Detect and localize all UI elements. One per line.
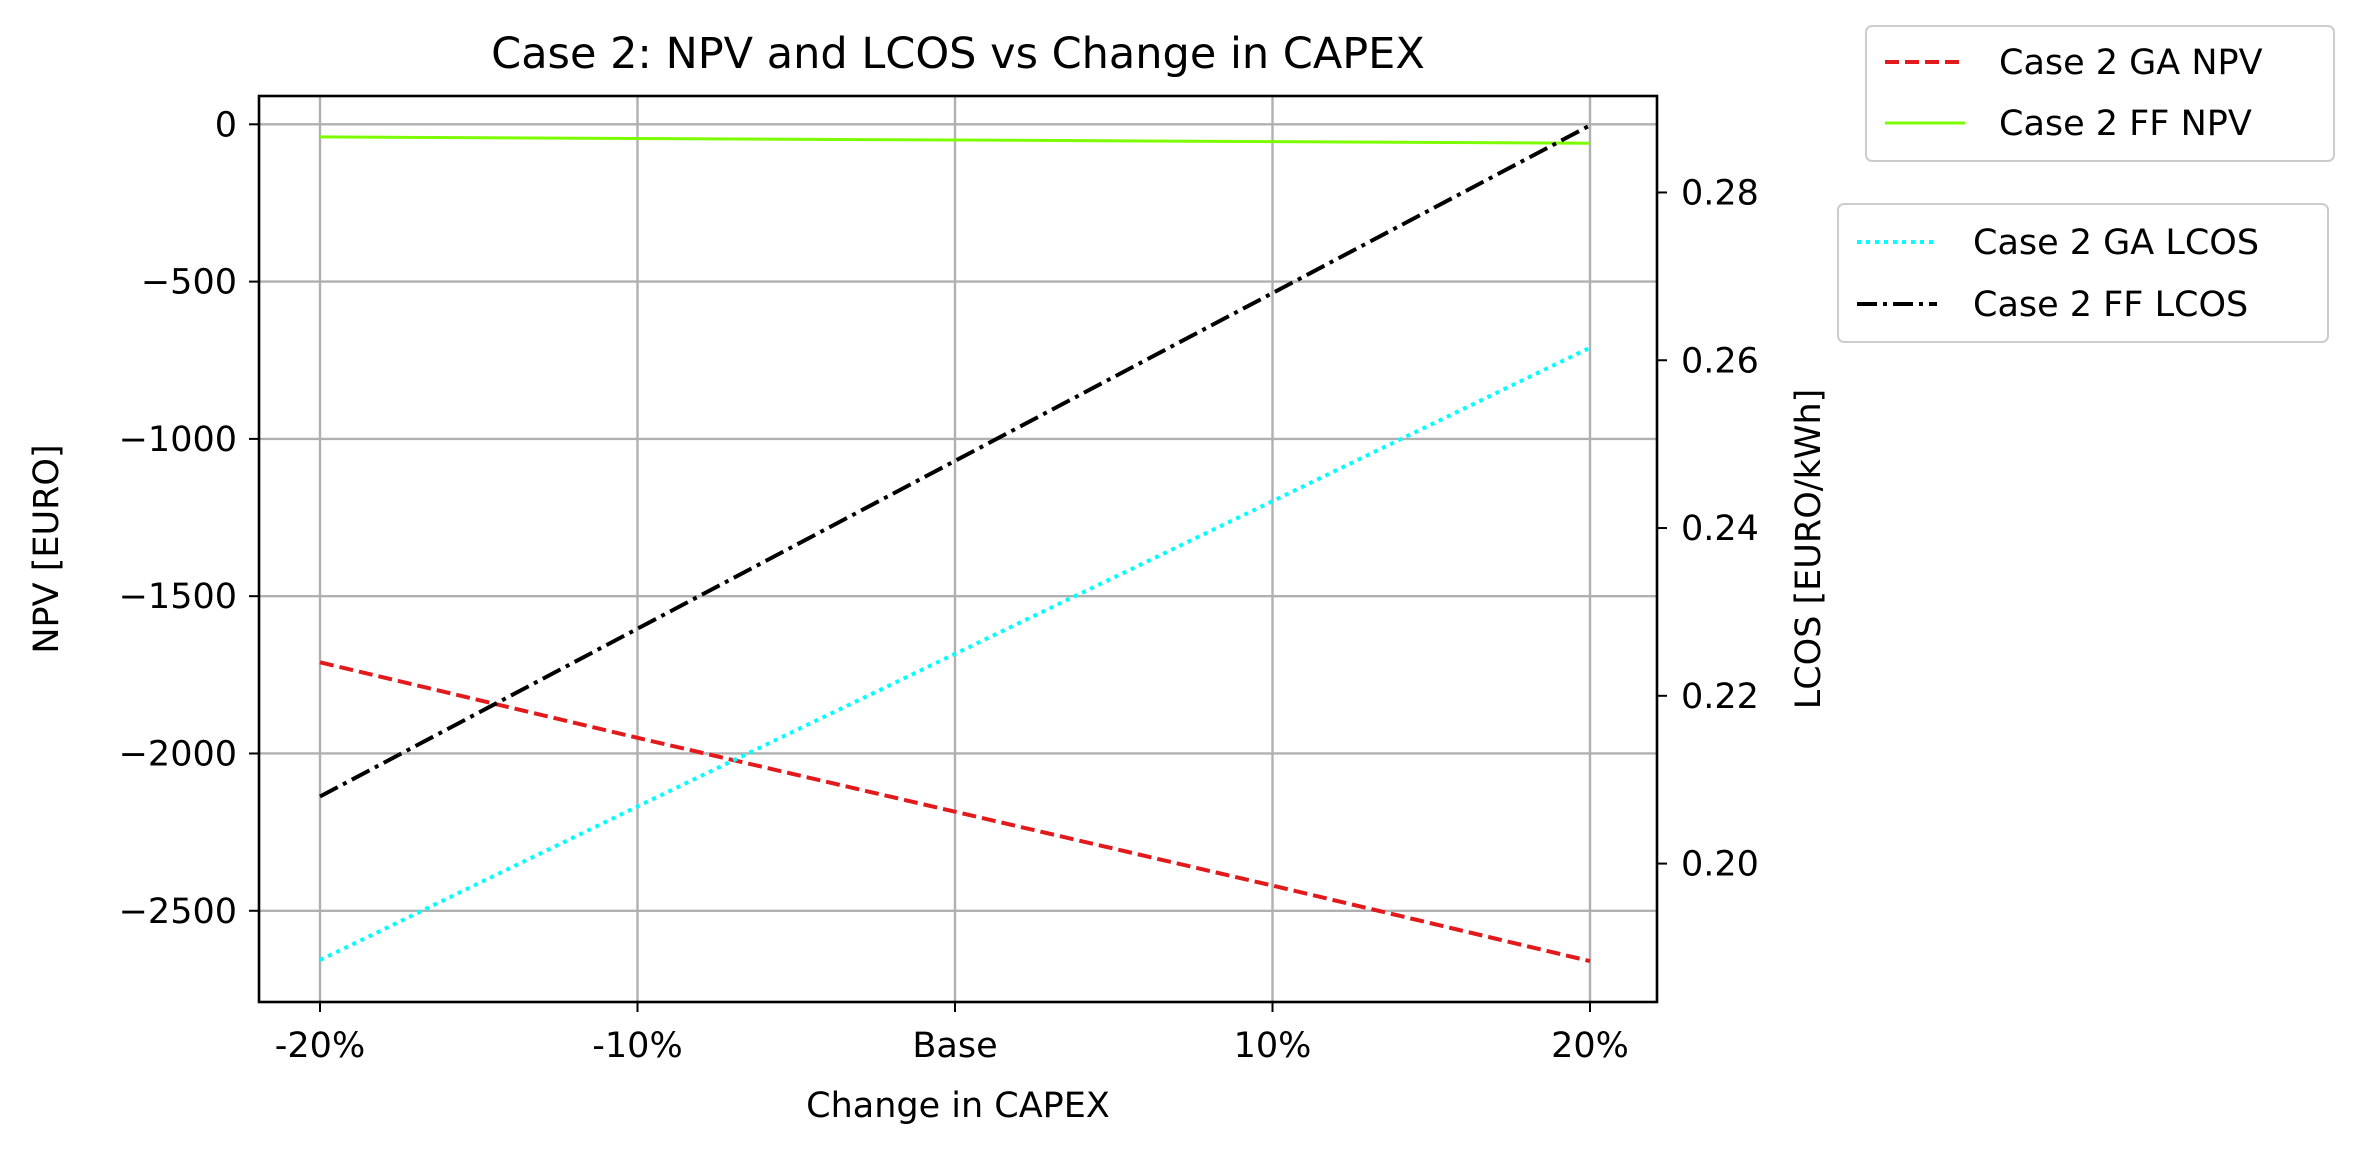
ticks: -20% -10% Base 10% 20% 0 −500 −1000 −1500 −2000 −2…	[119, 105, 1759, 1066]
right-y-tick-label: 0.24	[1681, 509, 1759, 549]
legend-npv-frame	[1865, 25, 2335, 162]
left-y-tick-label: −1000	[119, 420, 237, 460]
left-y-axis-label: NPV [EURO]	[27, 444, 67, 653]
legend-label-ga-npv: Case 2 GA NPV	[1999, 43, 2263, 83]
left-y-tick-label: −2500	[119, 892, 237, 932]
right-y-axis-label: LCOS [EURO/kWh]	[1789, 389, 1829, 710]
right-y-tick-label: 0.22	[1681, 677, 1759, 717]
plot-area-frame	[257, 94, 1659, 1004]
series-line-case-2-ff-lcos	[319, 123, 1591, 799]
x-tick-label: 10%	[1234, 1026, 1312, 1066]
legend-npv: Case 2 GA NPV Case 2 FF NPV	[1865, 25, 2335, 162]
legend-lcos-frame	[1837, 203, 2329, 343]
series-lines	[319, 123, 1591, 964]
series-line-case-2-ga-lcos	[319, 345, 1591, 962]
left-y-tick-label: 0	[215, 105, 237, 145]
x-tick-label: -20%	[275, 1026, 365, 1066]
grid	[259, 96, 1657, 1002]
legend-label-ff-npv: Case 2 FF NPV	[1999, 104, 2252, 144]
x-tick-label: 20%	[1551, 1026, 1629, 1066]
x-axis-label: Change in CAPEX	[806, 1086, 1110, 1126]
legend-lcos: Case 2 GA LCOS Case 2 FF LCOS	[1837, 203, 2329, 343]
legend-label-ga-lcos: Case 2 GA LCOS	[1973, 223, 2259, 263]
series-line-case-2-ff-npv	[319, 135, 1591, 145]
left-y-tick-label: −500	[141, 263, 237, 303]
series-line-case-2-ga-npv	[319, 660, 1591, 964]
right-y-tick-label: 0.26	[1681, 341, 1759, 381]
x-tick-label: -10%	[592, 1026, 682, 1066]
right-y-tick-label: 0.20	[1681, 845, 1759, 885]
x-tick-label: Base	[912, 1026, 997, 1066]
legend-label-ff-lcos: Case 2 FF LCOS	[1973, 285, 2248, 325]
right-y-tick-label: 0.28	[1681, 173, 1759, 213]
left-y-tick-label: −2000	[119, 734, 237, 774]
chart-title: Case 2: NPV and LCOS vs Change in CAPEX	[491, 29, 1425, 79]
left-y-tick-label: −1500	[119, 577, 237, 617]
